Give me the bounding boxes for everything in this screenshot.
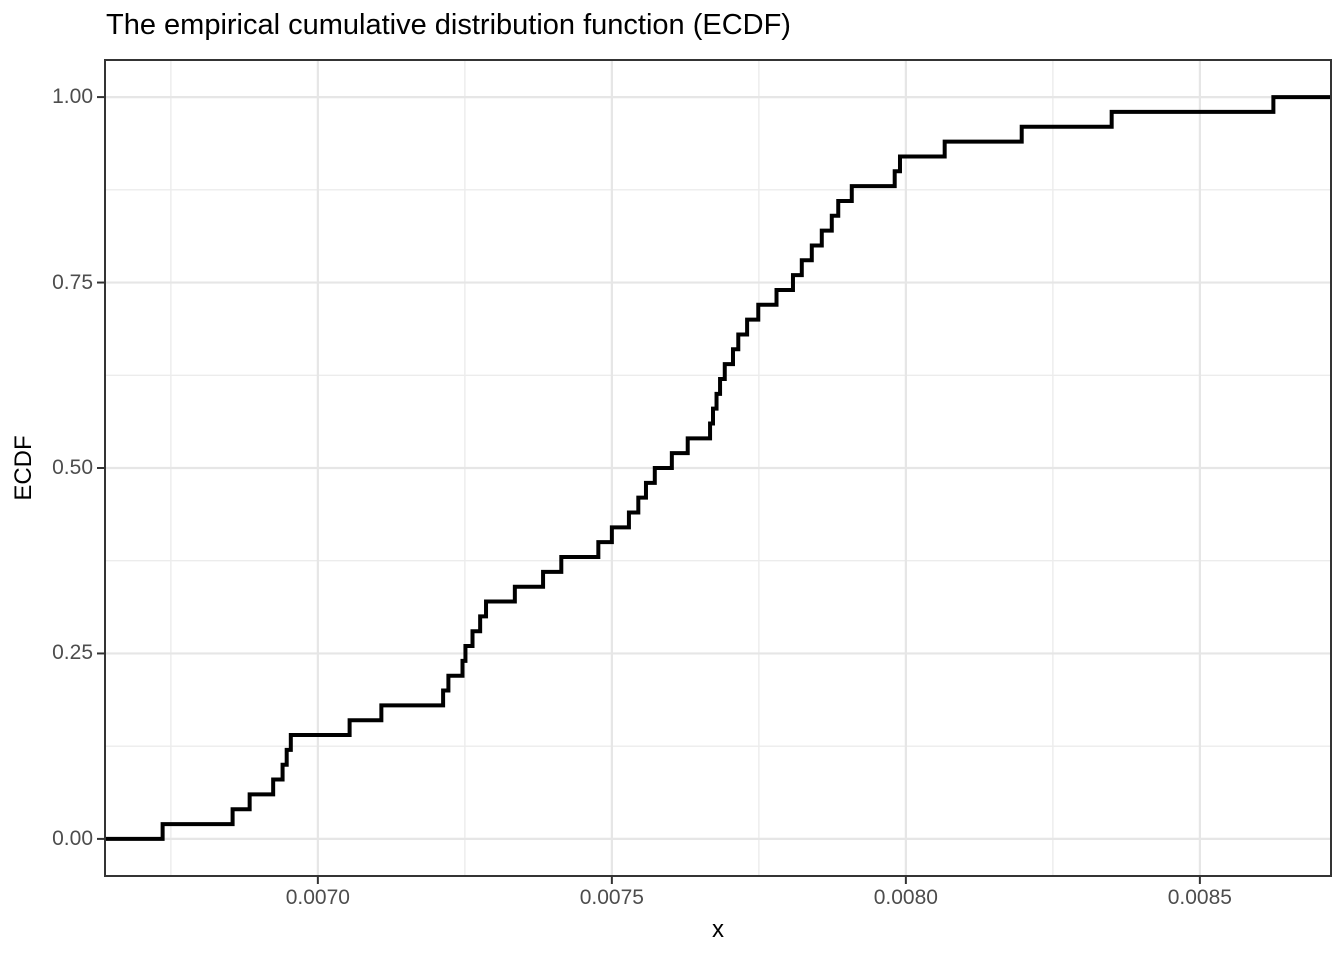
y-tick-label: 0.00 bbox=[52, 826, 93, 850]
x-tick-label: 0.0080 bbox=[873, 886, 938, 909]
x-tick-label: 0.0085 bbox=[1167, 886, 1232, 909]
y-tick-label: 0.75 bbox=[52, 270, 93, 294]
x-tick-label: 0.0075 bbox=[579, 886, 644, 909]
x-tick-label: 0.0070 bbox=[285, 886, 350, 909]
ecdf-step-line bbox=[105, 95, 1331, 841]
y-tick-label: 0.50 bbox=[52, 456, 93, 479]
y-tick-label: 0.25 bbox=[52, 641, 93, 665]
chart-title: The empirical cumulative distribution fu… bbox=[106, 9, 791, 41]
y-tick-label: 1.00 bbox=[52, 85, 93, 109]
x-axis-title: x bbox=[712, 916, 724, 943]
